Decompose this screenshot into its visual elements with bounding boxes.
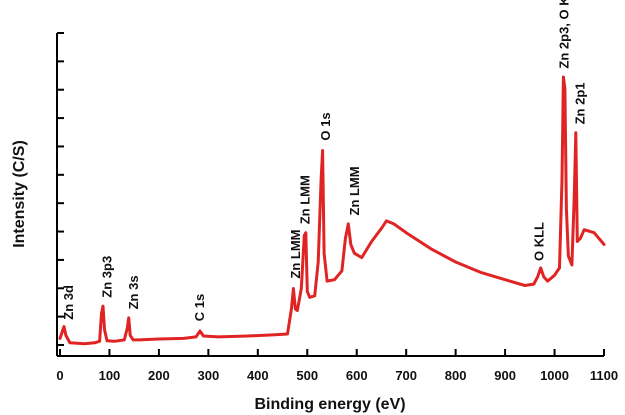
peak-label: C 1s [192, 294, 207, 321]
peak-label: Zn LMM [297, 175, 312, 224]
x-tick-label: 200 [148, 368, 170, 383]
peak-label: O 1s [318, 112, 333, 140]
peak-label: Zn 3s [126, 275, 141, 309]
spectrum-line [58, 75, 606, 346]
peak-label: Zn 2p3, O KLL [556, 0, 571, 69]
x-tick-label: 800 [445, 368, 467, 383]
peak-label: Zn LMM [347, 166, 362, 215]
x-ticks [59, 349, 605, 356]
peak-label: Zn 3p3 [100, 256, 115, 298]
x-tick-label: 700 [395, 368, 417, 383]
peak-label: Zn 3d [61, 285, 76, 320]
peak-label: O KLL [532, 222, 547, 261]
x-tick-label: 400 [247, 368, 269, 383]
axes [56, 33, 604, 357]
y-axis-label: Intensity (C/S) [11, 140, 28, 248]
x-tick-label: 600 [346, 368, 368, 383]
x-tick-label: 0 [56, 368, 63, 383]
peak-labels: Zn 3d Zn 3p3 Zn 3s C 1s Zn LMM Zn LMM O 1s Zn L… [61, 0, 587, 321]
y-ticks [57, 32, 64, 346]
x-tick-label: 900 [494, 368, 516, 383]
x-tick-label: 500 [296, 368, 318, 383]
x-axis-label: Binding energy (eV) [254, 396, 405, 413]
peak-label: Zn 2p1 [572, 82, 587, 124]
x-tick-label: 1000 [540, 368, 569, 383]
x-tick-label: 1100 [590, 368, 618, 383]
x-tick-label: 300 [198, 368, 220, 383]
x-tick-label: 100 [99, 368, 121, 383]
peak-label: Zn LMM [288, 230, 303, 279]
x-tick-labels: 0 100 200 300 400 500 600 700 800 900 1000 1100 [56, 368, 618, 383]
